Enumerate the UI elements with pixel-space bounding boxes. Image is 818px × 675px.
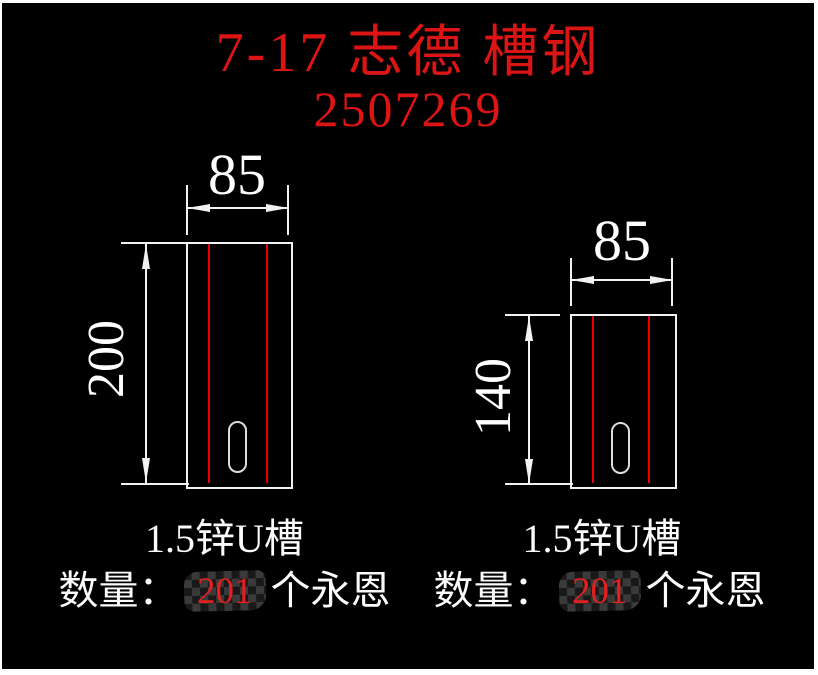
quantity-row: 数量： 201 个永恩 [422, 567, 777, 615]
height-dimension-label: 140 [465, 358, 522, 436]
dimension-line [145, 244, 147, 483]
quantity-suffix: 个永恩 [645, 568, 766, 613]
bend-line [266, 244, 268, 483]
slot-hole [228, 421, 247, 473]
dim-arrow-down [525, 459, 533, 484]
dim-arrow-up [142, 244, 150, 269]
width-dimension-label: 85 [593, 208, 651, 273]
quantity-prefix: 数量： [58, 568, 179, 613]
dim-arrow-left [187, 204, 210, 212]
bend-line [648, 316, 650, 483]
part-outline [186, 242, 293, 489]
dimension-line [188, 207, 288, 209]
extension-line [186, 185, 188, 235]
bend-line [208, 244, 210, 483]
dimension-line [528, 316, 530, 483]
extension-line [121, 483, 189, 485]
extension-line [287, 185, 289, 235]
dim-arrow-left [571, 276, 594, 284]
extension-line [121, 242, 189, 244]
quantity-row: 数量： 201 个永恩 [47, 567, 402, 615]
quantity-suffix: 个永恩 [270, 568, 391, 613]
extension-line [505, 483, 573, 485]
quantity-value: 201 [196, 570, 253, 612]
dim-arrow-down [142, 458, 150, 483]
slot-hole [611, 422, 630, 474]
drawing-canvas: 7-17 志德 槽钢 2507269 85 200 1.5锌U槽 [2, 3, 814, 669]
redaction-patch: 201 [182, 569, 267, 613]
part-outline [570, 314, 677, 489]
quantity-value: 201 [571, 570, 628, 612]
extension-line [505, 314, 560, 316]
dim-arrow-up [525, 316, 533, 341]
bend-line [592, 316, 594, 483]
dimension-line [572, 279, 672, 281]
material-label: 1.5锌U槽 [522, 516, 682, 561]
dim-arrow-right [266, 204, 289, 212]
width-dimension-label: 85 [208, 142, 266, 207]
redaction-patch: 201 [557, 569, 642, 613]
height-dimension-label: 200 [78, 320, 135, 398]
extension-line [671, 258, 673, 306]
quantity-prefix: 数量： [433, 568, 554, 613]
material-label: 1.5锌U槽 [145, 516, 304, 561]
drawing-title: 7-17 志德 槽钢 [215, 22, 601, 84]
extension-line [570, 258, 572, 306]
order-number: 2507269 [313, 81, 503, 137]
dim-arrow-right [650, 276, 673, 284]
